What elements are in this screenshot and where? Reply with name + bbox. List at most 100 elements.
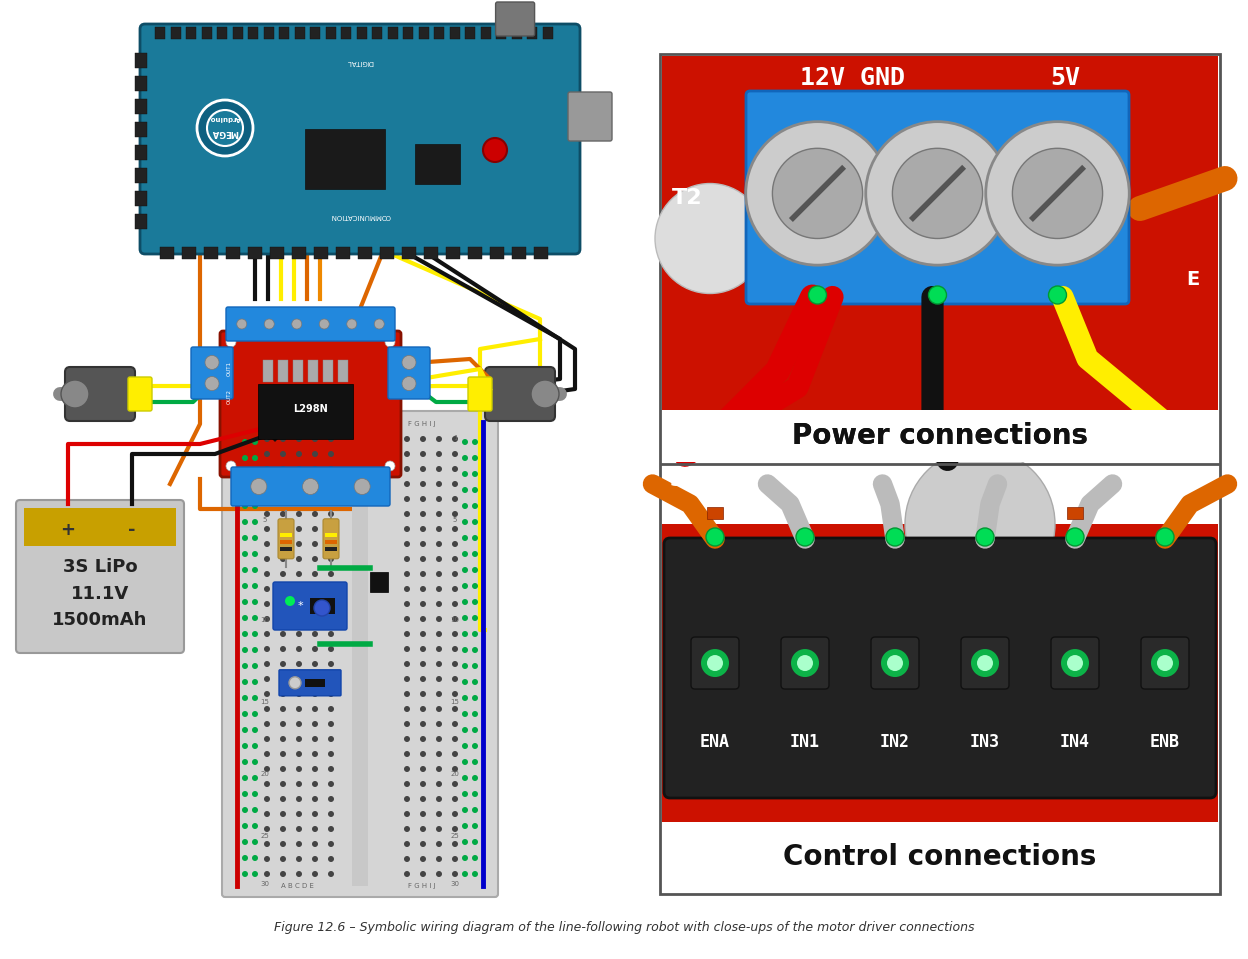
Circle shape [242, 439, 248, 445]
Circle shape [312, 691, 318, 697]
Circle shape [296, 571, 302, 577]
FancyBboxPatch shape [220, 331, 401, 477]
Circle shape [472, 727, 478, 733]
Bar [270, 247, 285, 259]
Circle shape [265, 676, 270, 682]
Circle shape [421, 691, 426, 697]
Circle shape [280, 706, 286, 712]
FancyBboxPatch shape [660, 54, 1221, 894]
Circle shape [462, 455, 468, 461]
Bar [434, 27, 444, 39]
Circle shape [252, 599, 258, 605]
Circle shape [452, 796, 458, 802]
Bar [280, 547, 292, 550]
Circle shape [436, 811, 442, 817]
Circle shape [237, 319, 247, 329]
Circle shape [242, 807, 248, 813]
Circle shape [312, 841, 318, 847]
Circle shape [312, 556, 318, 562]
Circle shape [252, 487, 258, 493]
Circle shape [328, 586, 334, 592]
Bar [661, 822, 1218, 892]
Circle shape [384, 337, 396, 347]
Circle shape [312, 871, 318, 877]
Bar [512, 27, 522, 39]
Circle shape [280, 466, 286, 472]
Circle shape [328, 451, 334, 457]
FancyBboxPatch shape [191, 347, 233, 399]
Circle shape [265, 661, 270, 667]
Circle shape [404, 601, 411, 607]
Circle shape [296, 436, 302, 442]
Circle shape [312, 826, 318, 832]
Circle shape [296, 661, 302, 667]
Circle shape [436, 556, 442, 562]
Circle shape [436, 841, 442, 847]
Circle shape [252, 455, 258, 461]
Circle shape [452, 706, 458, 712]
Circle shape [328, 646, 334, 652]
Circle shape [462, 711, 468, 717]
Circle shape [462, 439, 468, 445]
Circle shape [296, 466, 302, 472]
Bar [326, 27, 336, 39]
Circle shape [280, 436, 286, 442]
Circle shape [265, 781, 270, 787]
Text: 12V GND: 12V GND [800, 66, 905, 90]
Circle shape [296, 601, 302, 607]
FancyBboxPatch shape [568, 92, 612, 141]
Circle shape [472, 583, 478, 589]
Circle shape [452, 511, 458, 517]
Text: 10: 10 [261, 618, 270, 623]
Circle shape [265, 841, 270, 847]
Circle shape [421, 811, 426, 817]
Circle shape [280, 766, 286, 772]
Circle shape [265, 466, 270, 472]
Text: L298N: L298N [292, 404, 327, 414]
Circle shape [296, 781, 302, 787]
Circle shape [472, 679, 478, 685]
Circle shape [404, 796, 411, 802]
Circle shape [280, 481, 286, 487]
Circle shape [986, 122, 1129, 265]
Circle shape [280, 781, 286, 787]
Circle shape [205, 377, 218, 390]
Circle shape [242, 487, 248, 493]
Circle shape [280, 526, 286, 532]
Circle shape [436, 706, 442, 712]
Circle shape [472, 743, 478, 749]
Circle shape [280, 451, 286, 457]
Bar [338, 360, 348, 382]
Circle shape [242, 535, 248, 541]
FancyBboxPatch shape [222, 411, 498, 897]
FancyBboxPatch shape [65, 367, 135, 421]
Circle shape [312, 586, 318, 592]
Circle shape [1048, 286, 1067, 304]
Bar [466, 27, 475, 39]
Circle shape [328, 706, 334, 712]
Circle shape [472, 871, 478, 877]
Circle shape [347, 319, 357, 329]
Circle shape [881, 649, 909, 677]
Circle shape [421, 871, 426, 877]
Text: S: S [670, 472, 681, 490]
Bar [512, 247, 525, 259]
Circle shape [242, 615, 248, 621]
Circle shape [452, 871, 458, 877]
Circle shape [328, 796, 334, 802]
Circle shape [328, 856, 334, 862]
Circle shape [1157, 655, 1173, 671]
Circle shape [312, 631, 318, 637]
Circle shape [226, 461, 236, 471]
Circle shape [265, 646, 270, 652]
Circle shape [421, 571, 426, 577]
Circle shape [312, 661, 318, 667]
Circle shape [242, 663, 248, 669]
Circle shape [436, 751, 442, 757]
FancyBboxPatch shape [781, 637, 829, 689]
Circle shape [421, 601, 426, 607]
Circle shape [421, 631, 426, 637]
Circle shape [242, 471, 248, 477]
Circle shape [452, 766, 458, 772]
Circle shape [472, 791, 478, 797]
